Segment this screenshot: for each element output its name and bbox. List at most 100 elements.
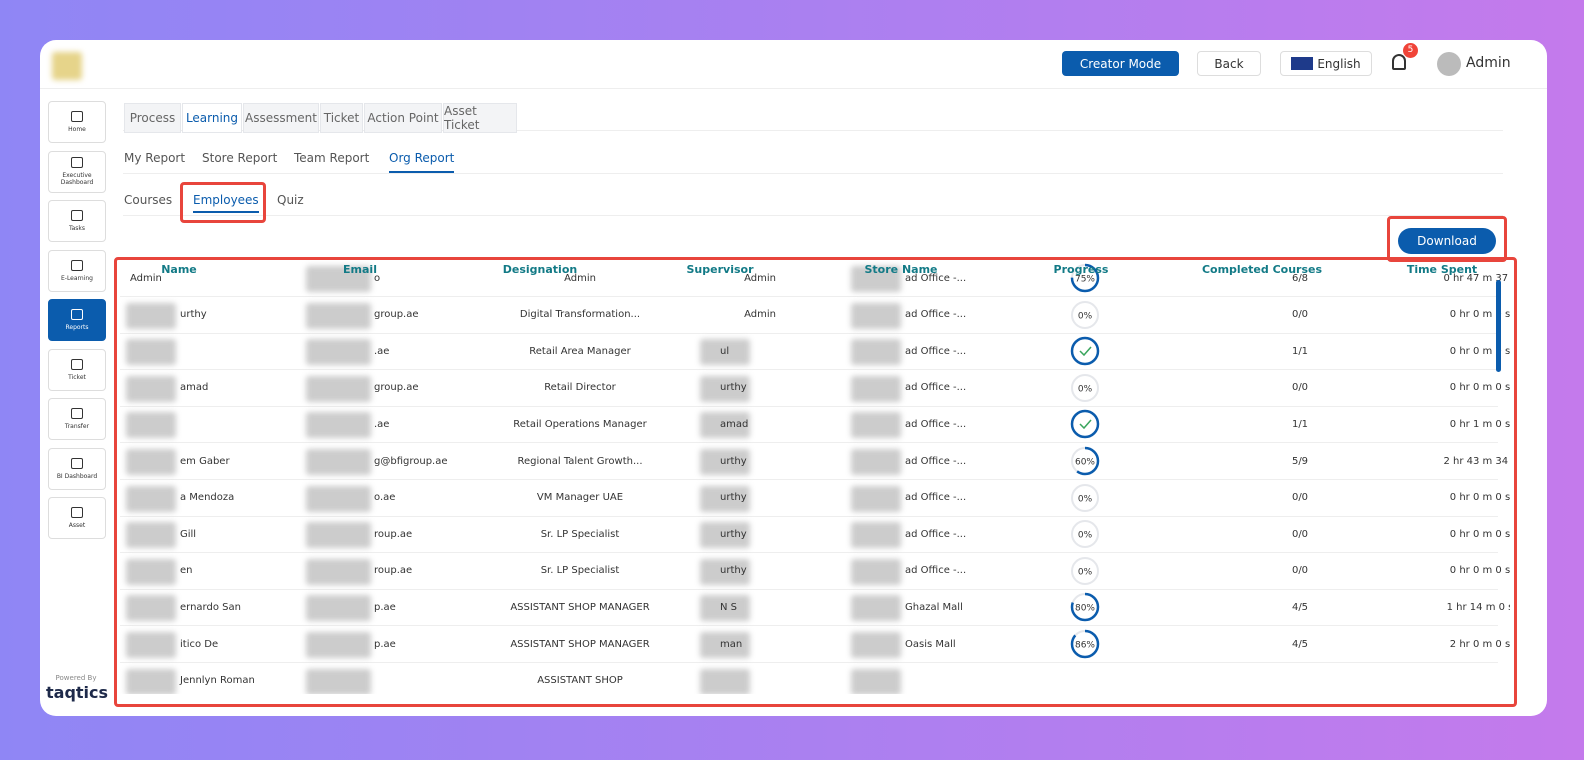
cell: ernardo San bbox=[180, 601, 241, 613]
cell: o.ae bbox=[374, 492, 396, 504]
redacted bbox=[700, 522, 750, 549]
icon bbox=[71, 408, 83, 419]
highlight bbox=[114, 257, 1517, 707]
sidebar-item[interactable]: Home bbox=[48, 101, 106, 143]
language-select[interactable]: English bbox=[1280, 51, 1372, 76]
highlight bbox=[1387, 216, 1507, 262]
redacted bbox=[306, 558, 371, 585]
check-icon bbox=[1079, 419, 1092, 430]
sidebar-item[interactable]: Reports bbox=[48, 299, 106, 341]
cell: urthy bbox=[720, 382, 747, 394]
cell: 1/1 bbox=[1291, 418, 1309, 430]
redacted bbox=[700, 558, 750, 585]
redacted bbox=[126, 449, 176, 475]
redacted bbox=[851, 375, 901, 402]
bell-icon[interactable] bbox=[1392, 54, 1406, 70]
module-tab[interactable]: Assessment bbox=[243, 103, 319, 133]
redacted bbox=[700, 632, 750, 658]
powered-by: Powered By bbox=[55, 674, 97, 682]
cell: amad bbox=[720, 418, 749, 430]
label: Back bbox=[1214, 56, 1244, 71]
redacted bbox=[851, 632, 901, 658]
row-divider bbox=[120, 479, 1498, 480]
icon bbox=[71, 259, 83, 271]
progress-text: 75% bbox=[1075, 275, 1095, 285]
cell: ad Office -... bbox=[905, 528, 967, 540]
label: English bbox=[1317, 56, 1361, 71]
report-tab[interactable]: Org Report bbox=[389, 151, 455, 173]
ring-progress bbox=[1070, 336, 1100, 366]
view-tab[interactable]: Quiz bbox=[277, 193, 304, 207]
progress-text: 60% bbox=[1075, 458, 1095, 468]
cell: ASSISTANT SHOP MANAGER bbox=[510, 638, 650, 650]
sidebar-item[interactable]: Tasks bbox=[48, 200, 106, 242]
module-tab[interactable]: Process bbox=[124, 103, 181, 133]
progress-ring: 80% bbox=[1070, 593, 1100, 622]
label: Reports bbox=[65, 324, 89, 331]
sidebar-item[interactable]: Asset bbox=[48, 497, 106, 539]
label: Transfer bbox=[64, 423, 90, 430]
module-tab[interactable]: Action Point bbox=[364, 103, 442, 133]
sidebar-item[interactable]: Executive Dashboard bbox=[48, 150, 106, 193]
cell: ad Office -... bbox=[905, 272, 967, 284]
cell: urthy bbox=[720, 565, 747, 577]
redacted bbox=[851, 266, 901, 292]
redacted bbox=[126, 632, 176, 658]
column-header: Time Spent bbox=[1406, 263, 1478, 276]
progress-text: 0% bbox=[1078, 494, 1093, 504]
ring-progress bbox=[1070, 410, 1100, 439]
cell: 2 hr 0 m 0 s bbox=[1449, 638, 1510, 650]
user-name[interactable]: Admin bbox=[1466, 55, 1511, 71]
sidebar-item[interactable]: E-Learning bbox=[48, 249, 106, 292]
ring-progress bbox=[1070, 593, 1100, 622]
sidebar-item[interactable]: Transfer bbox=[48, 398, 106, 440]
cell: Sr. LP Specialist bbox=[540, 528, 620, 540]
progress-text: 80% bbox=[1075, 604, 1095, 614]
cell: 1 hr 14 m 0 s bbox=[1446, 601, 1510, 613]
progress-ring: 0% bbox=[1070, 483, 1100, 512]
redacted bbox=[700, 449, 750, 475]
report-tab[interactable]: My Report bbox=[124, 151, 186, 165]
label: Download bbox=[1417, 234, 1477, 248]
cell: ad Office -... bbox=[905, 492, 967, 504]
module-tab[interactable]: Ticket bbox=[320, 103, 363, 133]
creator-mode-button[interactable]: Creator Mode bbox=[1062, 51, 1179, 76]
sidebar-item[interactable]: BI Dashboard bbox=[48, 447, 106, 490]
cell: 4/5 bbox=[1291, 601, 1309, 613]
report-tab[interactable]: Team Report bbox=[294, 151, 370, 165]
scrollbar[interactable] bbox=[1496, 280, 1501, 372]
cell: em Gaber bbox=[180, 455, 230, 467]
flag bbox=[1291, 57, 1314, 70]
redacted bbox=[126, 412, 176, 439]
progress-text: 0% bbox=[1078, 311, 1093, 321]
ring-progress bbox=[1070, 263, 1100, 293]
cell: a Mendoza bbox=[180, 492, 235, 504]
redacted bbox=[700, 412, 750, 439]
progress-ring: 0% bbox=[1070, 519, 1100, 549]
back-button[interactable]: Back bbox=[1197, 51, 1261, 76]
cell: urthy bbox=[180, 309, 207, 321]
cell: Sr. LP Specialist bbox=[540, 565, 620, 577]
ring-track bbox=[1071, 483, 1099, 512]
label: BI Dashboard bbox=[56, 472, 98, 480]
redacted bbox=[851, 449, 901, 475]
redacted bbox=[306, 449, 371, 475]
row-divider bbox=[120, 662, 1498, 663]
view-tab[interactable]: Employees bbox=[193, 193, 259, 213]
sidebar-item[interactable]: Ticket bbox=[48, 348, 106, 391]
cell: g@bfigroup.ae bbox=[374, 455, 448, 467]
icon bbox=[71, 210, 83, 221]
progress-ring: 86% bbox=[1070, 629, 1100, 659]
row-divider bbox=[120, 442, 1498, 444]
redacted bbox=[851, 485, 901, 512]
view-tab[interactable]: Courses bbox=[124, 193, 173, 207]
logo bbox=[52, 52, 82, 80]
redacted bbox=[126, 595, 176, 622]
cell: group.ae bbox=[374, 382, 419, 394]
report-tab[interactable]: Store Report bbox=[202, 151, 278, 165]
module-tab[interactable]: Asset Ticket bbox=[443, 103, 517, 133]
row-divider bbox=[120, 625, 1498, 627]
module-tab[interactable]: Learning bbox=[182, 103, 242, 133]
download-button[interactable]: Download bbox=[1398, 228, 1496, 254]
